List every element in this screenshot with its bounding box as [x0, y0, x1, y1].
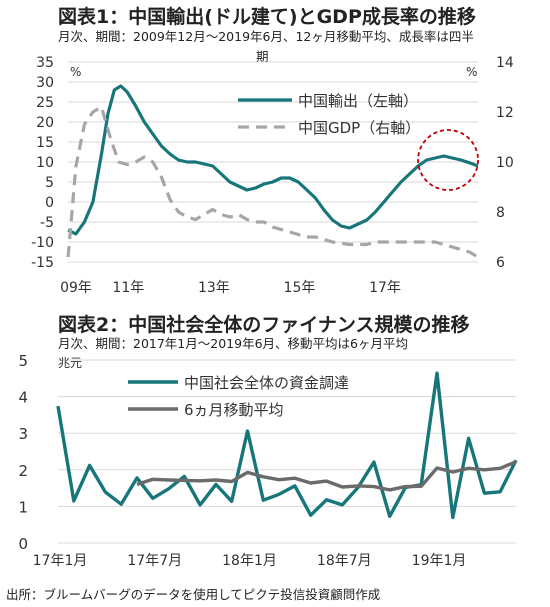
y-tick-label: 4 [18, 389, 28, 407]
source-note: 出所：ブルームバーグのデータを使用してピクテ投信投資顧問作成 [6, 587, 381, 602]
x-tick-label: 19年1月 [412, 553, 467, 569]
series-line-exports [67, 84, 479, 236]
y-tick-label: 0 [18, 535, 28, 553]
y-left-tick-label: 5 [45, 175, 54, 191]
series-line-moving-average [136, 460, 517, 492]
y-right-tick-label: 10 [496, 155, 514, 171]
x-tick-label: 17年 [369, 280, 401, 296]
y-unit: 兆元 [58, 356, 82, 370]
x-tick-label: 13年 [198, 280, 230, 296]
y-tick-label: 3 [18, 425, 28, 443]
x-tick-label: 09年 [60, 280, 92, 296]
y-left-tick-label: 0 [45, 195, 54, 211]
series-line-gdp [66, 105, 479, 259]
y-right-unit: % [466, 65, 477, 79]
y-left-tick-label: 15 [36, 135, 54, 151]
x-tick-label: 18年7月 [317, 553, 372, 569]
y-left-tick-label: 20 [36, 115, 54, 131]
chart1-subtitle: 月次、期間：2009年12月～2019年6月、12ヶ月移動平均、成長率は四半 [58, 29, 474, 44]
series-line-financing [56, 371, 518, 520]
y-left-tick-label: -5 [40, 215, 54, 231]
x-tick-label: 11年 [112, 280, 144, 296]
legend-label-gdp: 中国GDP（右軸） [298, 119, 420, 137]
chart2-subtitle: 月次、期間：2017年1月～2019年6月、移動平均は6ヶ月平均 [58, 336, 408, 351]
chart1-svg: -15 -10 -5 0 5 10 15 20 25 30 35 6 8 10 12 14% % 09年 11年 13… [31, 55, 514, 296]
y-right-tick-label: 14 [496, 55, 514, 71]
y-right-tick-label: 6 [496, 255, 505, 271]
x-tick-label: 17年7月 [127, 553, 182, 569]
y-tick-label: 2 [18, 462, 28, 480]
y-tick-label: 1 [18, 498, 28, 516]
y-left-tick-label: 10 [36, 155, 54, 171]
legend-label-exports: 中国輸出（左軸） [298, 92, 418, 110]
y-left-tick-label: -15 [31, 255, 54, 271]
y-left-tick-label: 30 [36, 75, 54, 91]
x-tick-label: 15年 [284, 280, 316, 296]
chart1-title: 図表1：中国輸出(ドル建て)とGDP成長率の推移 [58, 6, 476, 28]
y-left-tick-label: 35 [36, 55, 54, 71]
legend-label-moving-average: 6ヵ月移動平均 [184, 401, 284, 419]
x-tick-label: 17年1月 [33, 553, 88, 569]
y-left-tick-label: 25 [36, 95, 54, 111]
chart2-title: 図表2：中国社会全体のファイナンス規模の推移 [58, 314, 470, 336]
highlight-circle [417, 129, 479, 191]
y-right-tick-label: 12 [496, 105, 514, 121]
y-left-tick-label: -10 [31, 235, 54, 251]
x-tick-label: 18年1月 [222, 553, 277, 569]
y-right-tick-label: 8 [496, 205, 505, 221]
legend-label-financing: 中国社会全体の資金調達 [184, 374, 349, 392]
chart1-subtitle-cont: 期 [256, 49, 269, 64]
y-tick-label: 5 [18, 352, 28, 370]
y-left-unit: % [70, 65, 81, 79]
